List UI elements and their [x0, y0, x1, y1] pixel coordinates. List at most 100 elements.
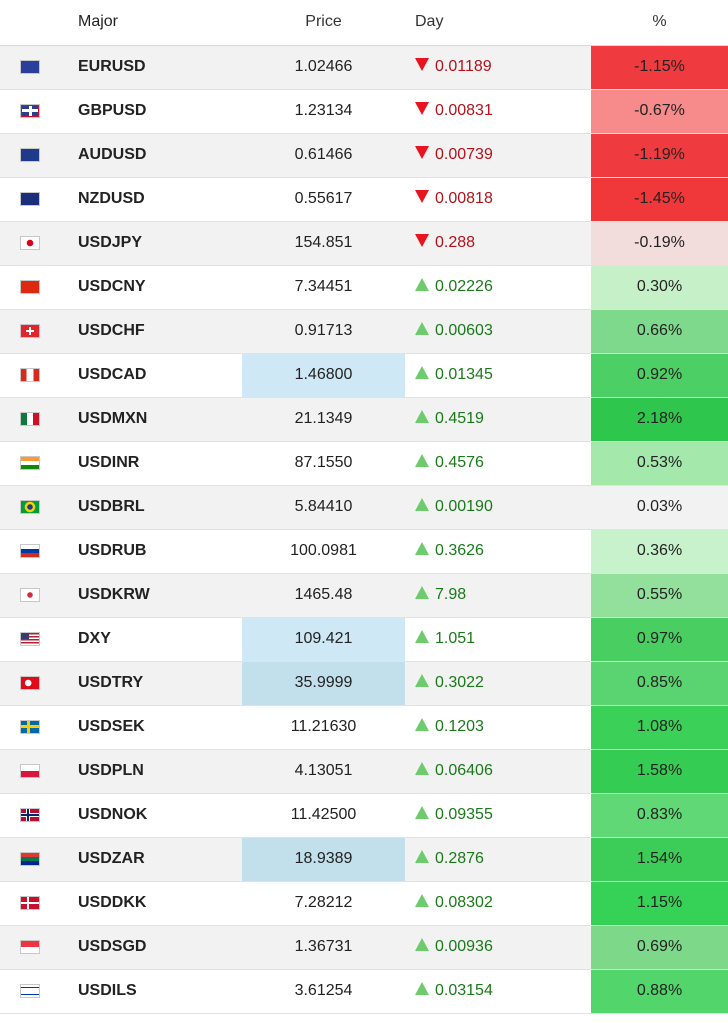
symbol-cell[interactable]: USDJPY — [60, 221, 242, 266]
table-row[interactable]: AUDUSD 0.61466 0.00739 -1.19% — [0, 133, 728, 178]
flag-cell — [0, 617, 60, 662]
gb-flag-icon — [20, 103, 40, 118]
table-row[interactable]: USDSGD 1.36731 0.00936 0.69% — [0, 925, 728, 970]
percent-change-cell: 0.30% — [591, 265, 728, 310]
table-row[interactable]: USDCAD 1.46800 0.01345 0.92% — [0, 353, 728, 398]
table-row[interactable]: USDZAR 18.9389 0.2876 1.54% — [0, 837, 728, 882]
symbol-cell[interactable]: USDZAR — [60, 837, 242, 882]
flag-cell — [0, 89, 60, 134]
arrow-up-icon — [415, 938, 429, 952]
day-change-cell: 0.06406 — [405, 749, 591, 794]
arrow-up-icon — [415, 674, 429, 688]
header-price[interactable]: Price — [242, 0, 405, 46]
price-cell: 21.1349 — [242, 397, 405, 442]
table-row[interactable]: GBPUSD 1.23134 0.00831 -0.67% — [0, 89, 728, 134]
table-row[interactable]: USDINR 87.1550 0.4576 0.53% — [0, 441, 728, 486]
percent-change-cell: -0.67% — [591, 89, 728, 134]
day-change-value: 0.4519 — [435, 410, 484, 427]
percent-change-cell: -1.45% — [591, 177, 728, 222]
table-row[interactable]: USDNOK 11.42500 0.09355 0.83% — [0, 793, 728, 838]
za-flag-icon — [20, 851, 40, 866]
table-row[interactable]: USDPLN 4.13051 0.06406 1.58% — [0, 749, 728, 794]
percent-change-cell: 1.54% — [591, 837, 728, 882]
symbol-cell[interactable]: USDTRY — [60, 661, 242, 706]
day-change-cell: 0.1203 — [405, 705, 591, 750]
table-row[interactable]: USDRUB 100.0981 0.3626 0.36% — [0, 529, 728, 574]
symbol-cell[interactable]: NZDUSD — [60, 177, 242, 222]
percent-change-cell: 0.03% — [591, 485, 728, 530]
day-change-cell: 0.4576 — [405, 441, 591, 486]
table-row[interactable]: USDCHF 0.91713 0.00603 0.66% — [0, 309, 728, 354]
symbol-cell[interactable]: USDNOK — [60, 793, 242, 838]
table-row[interactable]: USDMXN 21.1349 0.4519 2.18% — [0, 397, 728, 442]
ch-flag-icon — [20, 323, 40, 338]
symbol-cell[interactable]: USDSEK — [60, 705, 242, 750]
table-row[interactable]: DXY 109.421 1.051 0.97% — [0, 617, 728, 662]
jp-flag-icon — [20, 235, 40, 250]
arrow-up-icon — [415, 982, 429, 996]
symbol-cell[interactable]: USDBRL — [60, 485, 242, 530]
table-row[interactable]: USDDKK 7.28212 0.08302 1.15% — [0, 881, 728, 926]
price-cell: 18.9389 — [242, 837, 405, 882]
table-row[interactable]: NZDUSD 0.55617 0.00818 -1.45% — [0, 177, 728, 222]
symbol-cell[interactable]: USDSGD — [60, 925, 242, 970]
header-day[interactable]: Day — [405, 0, 591, 46]
table-row[interactable]: USDCNY 7.34451 0.02226 0.30% — [0, 265, 728, 310]
percent-change-cell: 0.97% — [591, 617, 728, 662]
symbol-cell[interactable]: USDRUB — [60, 529, 242, 574]
symbol-cell[interactable]: USDPLN — [60, 749, 242, 794]
flag-cell — [0, 45, 60, 90]
symbol-cell[interactable]: USDKRW — [60, 573, 242, 618]
table-row[interactable]: USDKRW 1465.48 7.98 0.55% — [0, 573, 728, 618]
percent-change-cell: 0.88% — [591, 969, 728, 1014]
percent-change-cell: -1.19% — [591, 133, 728, 178]
br-flag-icon — [20, 499, 40, 514]
arrow-up-icon — [415, 850, 429, 864]
symbol-cell[interactable]: GBPUSD — [60, 89, 242, 134]
day-change-cell: 7.98 — [405, 573, 591, 618]
price-cell: 87.1550 — [242, 441, 405, 486]
day-change-cell: 0.01345 — [405, 353, 591, 398]
table-row[interactable]: USDTRY 35.9999 0.3022 0.85% — [0, 661, 728, 706]
symbol-cell[interactable]: AUDUSD — [60, 133, 242, 178]
day-change-cell: 0.00739 — [405, 133, 591, 178]
day-change-cell: 1.051 — [405, 617, 591, 662]
table-row[interactable]: EURUSD 1.02466 0.01189 -1.15% — [0, 45, 728, 90]
table-row[interactable]: USDSEK 11.21630 0.1203 1.08% — [0, 705, 728, 750]
header-major[interactable]: Major — [60, 0, 242, 46]
price-cell: 0.55617 — [242, 177, 405, 222]
symbol-cell[interactable]: USDDKK — [60, 881, 242, 926]
day-change-value: 0.08302 — [435, 894, 493, 911]
percent-change-cell: -1.15% — [591, 45, 728, 90]
flag-cell — [0, 485, 60, 530]
day-change-cell: 0.288 — [405, 221, 591, 266]
arrow-down-icon — [415, 234, 429, 248]
day-change-cell: 0.00603 — [405, 309, 591, 354]
percent-change-cell: 0.83% — [591, 793, 728, 838]
price-cell: 11.21630 — [242, 705, 405, 750]
table-row[interactable]: USDJPY 154.851 0.288 -0.19% — [0, 221, 728, 266]
nz-flag-icon — [20, 191, 40, 206]
arrow-up-icon — [415, 718, 429, 732]
symbol-cell[interactable]: USDMXN — [60, 397, 242, 442]
day-change-value: 0.288 — [435, 234, 476, 251]
header-pct[interactable]: % — [591, 0, 728, 46]
day-change-value: 0.3022 — [435, 674, 484, 691]
flag-cell — [0, 441, 60, 486]
day-change-value: 0.1203 — [435, 718, 484, 735]
table-row[interactable]: USDBRL 5.84410 0.00190 0.03% — [0, 485, 728, 530]
symbol-cell[interactable]: USDCNY — [60, 265, 242, 310]
symbol-cell[interactable]: USDINR — [60, 441, 242, 486]
symbol-cell[interactable]: EURUSD — [60, 45, 242, 90]
symbol-cell[interactable]: USDILS — [60, 969, 242, 1014]
table-header-row: Major Price Day % — [0, 0, 728, 46]
symbol-cell[interactable]: DXY — [60, 617, 242, 662]
flag-cell — [0, 969, 60, 1014]
symbol-cell[interactable]: USDCHF — [60, 309, 242, 354]
day-change-cell: 0.00818 — [405, 177, 591, 222]
table-row[interactable]: USDILS 3.61254 0.03154 0.88% — [0, 969, 728, 1014]
percent-change-cell: 0.55% — [591, 573, 728, 618]
table-body: EURUSD 1.02466 0.01189 -1.15% GBPUSD 1.23134 0… — [0, 45, 728, 1014]
flag-cell — [0, 705, 60, 750]
symbol-cell[interactable]: USDCAD — [60, 353, 242, 398]
